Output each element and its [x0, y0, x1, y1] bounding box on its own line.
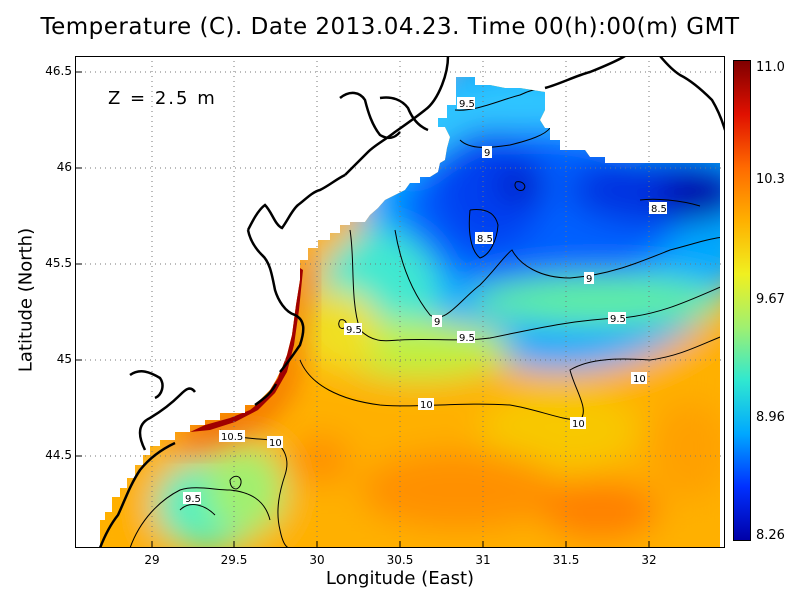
y-tick-label: 45 [56, 352, 72, 366]
y-tick-label: 44.5 [45, 448, 72, 462]
x-tick-label: 31 [475, 553, 491, 567]
contour-label: 9 [484, 148, 490, 159]
contour-label: 10 [572, 419, 585, 430]
contour-label-group: 9.5 9 8.5 8.5 9 9 9.5 9.5 9.5 10 10 10 1… [183, 97, 667, 505]
contour-label: 9.5 [346, 325, 362, 336]
colorbar-tick-label: 9.67 [756, 292, 785, 307]
colorbar-tick-label: 8.96 [756, 410, 785, 425]
x-tick-label: 30 [309, 553, 325, 567]
contour-label: 8.5 [651, 204, 667, 215]
colorbar-tick-label: 11.0 [756, 60, 785, 75]
grid-lines [75, 56, 725, 548]
axis-ticks [75, 71, 650, 548]
contour-label: 10 [269, 438, 282, 449]
contour-label: 8.5 [477, 234, 493, 245]
x-tick-label: 31.5 [552, 553, 580, 567]
depth-label: Z = 2.5 m [108, 88, 217, 109]
contour-label: 9 [434, 317, 440, 328]
contour-label: 9 [586, 274, 592, 285]
colorbar [733, 60, 751, 541]
x-tick-label: 29 [144, 553, 160, 567]
contour-label: 10 [633, 374, 646, 385]
y-tick-label: 46 [56, 160, 72, 174]
contour-label: 9.5 [610, 314, 626, 325]
coastline [98, 56, 725, 548]
contour-label: 10 [420, 400, 433, 411]
contour-label: 9.5 [459, 333, 475, 344]
contour-label: 9.5 [459, 99, 475, 110]
map-plot-area: 9.5 9 8.5 8.5 9 9 9.5 9.5 9.5 10 10 10 1… [75, 56, 725, 548]
colorbar-tick-label: 8.26 [756, 528, 785, 543]
y-tick-label: 46.5 [45, 64, 72, 78]
chart-title: Temperature (C). Date 2013.04.23. Time 0… [40, 14, 740, 40]
contour-label: 10.5 [221, 432, 243, 443]
x-tick-label: 29.5 [220, 553, 248, 567]
y-tick-label: 45.5 [45, 256, 72, 270]
colorbar-tick-label: 10.3 [756, 172, 785, 187]
x-tick-label: 30.5 [386, 553, 414, 567]
x-tick-label: 32 [641, 553, 657, 567]
x-axis-label: Longitude (East) [325, 568, 475, 589]
y-axis-label: Latitude (North) [15, 227, 37, 373]
contour-label: 9.5 [185, 494, 201, 505]
